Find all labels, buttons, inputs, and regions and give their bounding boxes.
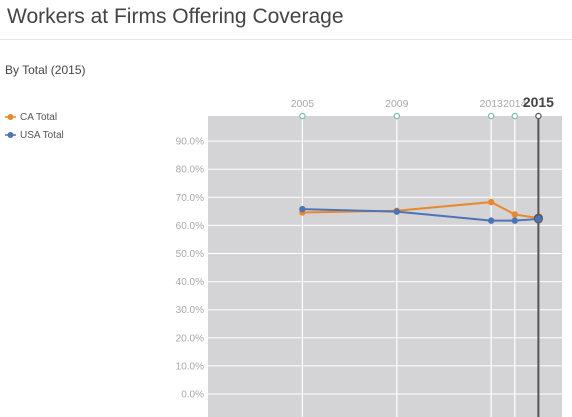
x-tick-label[interactable]: 2009	[385, 98, 409, 110]
y-tick-label: 0.0%	[181, 390, 204, 401]
x-tick-label[interactable]: 2013	[480, 98, 504, 110]
data-point-usa-total[interactable]	[488, 217, 495, 224]
y-tick-label: 40.0%	[176, 277, 204, 288]
chart-subtitle: By Total (2015)	[5, 63, 86, 77]
title-divider	[0, 39, 572, 40]
y-tick-label: 20.0%	[176, 333, 204, 344]
data-point-usa-total[interactable]	[533, 214, 543, 224]
y-tick-label: 30.0%	[176, 305, 204, 316]
y-tick-label: 60.0%	[176, 221, 204, 232]
chart-title: Workers at Firms Offering Coverage	[7, 5, 344, 28]
y-tick-label: 70.0%	[176, 193, 204, 204]
legend-label-ca-total: CA Total	[20, 112, 58, 123]
y-tick-label: 50.0%	[176, 249, 204, 260]
legend-swatch-usa-total	[5, 132, 16, 138]
x-marker-2014[interactable]	[511, 112, 519, 120]
x-tick-label[interactable]: 2014	[503, 98, 527, 110]
x-marker-2009[interactable]	[393, 112, 400, 120]
plot-area	[208, 116, 562, 417]
y-tick-label: 80.0%	[176, 165, 204, 176]
x-marker-2005[interactable]	[299, 112, 306, 120]
data-point-usa-total[interactable]	[299, 205, 306, 213]
x-tick-label[interactable]: 2015	[523, 94, 554, 110]
legend-swatch-ca-total	[5, 114, 16, 120]
data-point-ca-total[interactable]	[511, 211, 518, 218]
data-point-usa-total[interactable]	[511, 217, 518, 224]
y-tick-label: 10.0%	[176, 361, 204, 372]
x-marker-2013[interactable]	[488, 112, 495, 120]
x-tick-label[interactable]: 2005	[291, 98, 315, 110]
legend-label-usa-total: USA Total	[20, 130, 64, 141]
x-marker-2015[interactable]	[535, 112, 542, 120]
data-point-ca-total[interactable]	[488, 198, 495, 206]
data-point-usa-total[interactable]	[393, 208, 400, 215]
y-tick-label: 90.0%	[176, 137, 204, 148]
